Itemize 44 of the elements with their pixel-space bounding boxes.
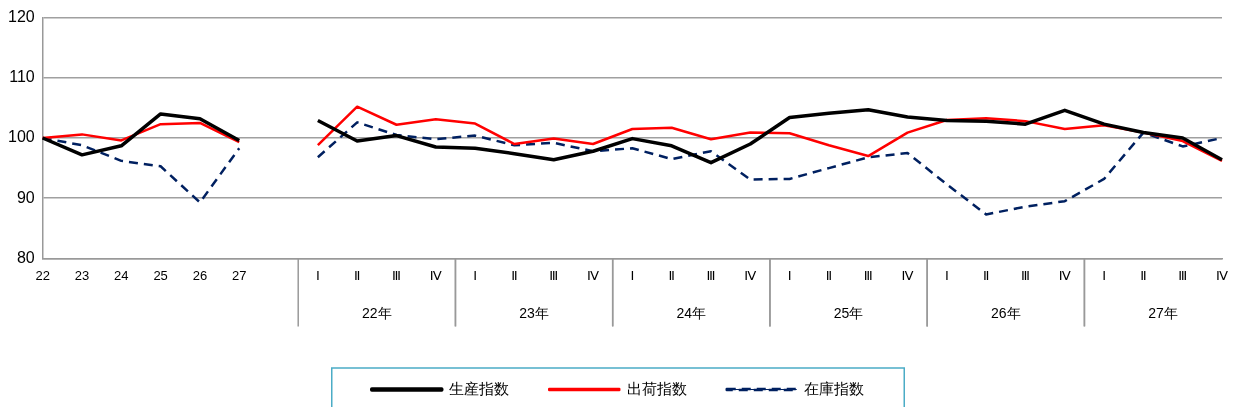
x-tick-label: Ⅱ — [353, 267, 361, 283]
x-tick-label: Ⅳ — [1216, 267, 1228, 283]
y-tick-label: 110 — [9, 68, 35, 86]
legend-label: 出荷指数 — [626, 379, 687, 397]
x-tick-label: Ⅰ — [315, 267, 320, 283]
text: 23年 — [519, 305, 549, 322]
x-tick-label: 27 — [232, 267, 247, 283]
text: 24年 — [676, 305, 707, 322]
y-tick-label: 100 — [7, 128, 35, 146]
x-tick-label: Ⅳ — [587, 267, 600, 283]
text: 27年 — [1148, 305, 1178, 322]
y-tick-label: 120 — [7, 8, 35, 26]
x-tick-label: Ⅲ — [1178, 267, 1188, 283]
x-tick-label: Ⅱ — [668, 267, 675, 283]
x-tick-label: Ⅲ — [1020, 267, 1030, 283]
x-tick-label: Ⅳ — [429, 267, 442, 283]
x-tick-label: Ⅳ — [744, 267, 757, 283]
legend-label: 生産指数 — [449, 379, 510, 397]
x-tick-label: 22 — [35, 267, 50, 283]
x-tick-label: Ⅲ — [863, 267, 873, 283]
x-tick-label: Ⅰ — [630, 267, 635, 283]
legend-label: 在庫指数 — [804, 379, 865, 397]
x-tick-label: Ⅲ — [706, 267, 716, 283]
x-tick-label: 23 — [74, 267, 90, 283]
x-tick-label: Ⅲ — [549, 267, 559, 283]
x-tick-label: 24 — [114, 267, 129, 283]
x-tick-label: Ⅱ — [825, 267, 833, 283]
x-tick-label: Ⅰ — [1102, 267, 1106, 283]
x-tick-label: 25 — [153, 267, 168, 283]
x-tick-label: Ⅳ — [901, 267, 914, 283]
x-tick-label: 26 — [192, 267, 208, 283]
text: 26年 — [991, 305, 1021, 322]
text: 22年 — [362, 305, 392, 322]
x-tick-label: Ⅲ — [392, 267, 401, 283]
x-tick-label: Ⅱ — [1140, 267, 1147, 283]
x-tick-label: Ⅱ — [511, 267, 518, 283]
x-tick-label: Ⅰ — [473, 267, 478, 283]
text: 25年 — [833, 305, 864, 322]
x-tick-label: Ⅳ — [1058, 267, 1071, 283]
x-tick-label: Ⅰ — [787, 267, 792, 283]
y-tick-label: 90 — [16, 188, 35, 206]
y-tick-label: 80 — [16, 248, 35, 266]
x-tick-label: Ⅱ — [982, 267, 990, 283]
x-tick-label: Ⅰ — [944, 267, 949, 283]
